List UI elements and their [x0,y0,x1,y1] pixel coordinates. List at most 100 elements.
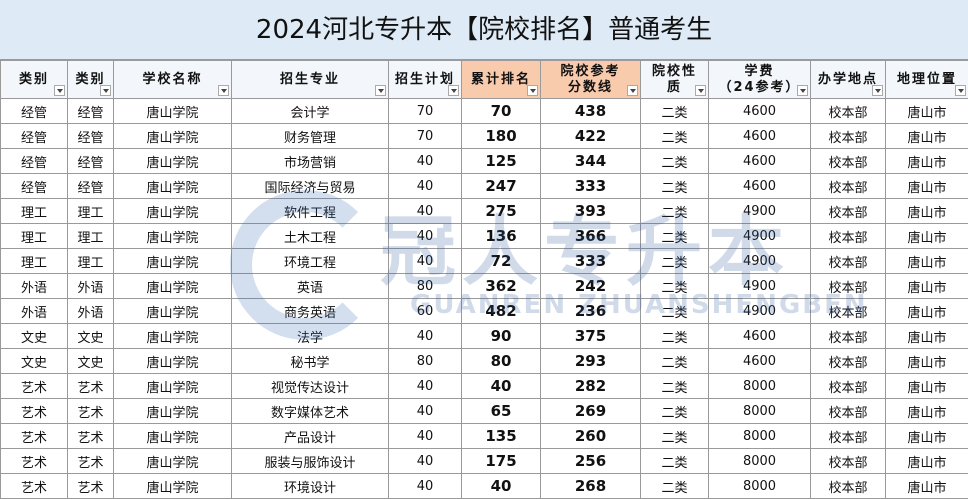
column-header: 院校性质 [640,60,709,99]
filter-button[interactable] [54,85,65,96]
cell: 二类 [640,348,709,374]
cell: 校本部 [810,273,886,299]
filter-button[interactable] [955,85,966,96]
cell: 校本部 [810,473,886,499]
cell: 二类 [640,248,709,274]
cell: 校本部 [810,248,886,274]
table-row: 理工 理工 唐山学院 软件工程 40 275 393 二类 4900 校本部 唐山市 [0,198,968,224]
cell: 90 [461,323,541,349]
cell: 40 [388,423,462,449]
cell: 唐山学院 [113,123,232,149]
cell: 125 [461,148,541,174]
filter-button[interactable] [375,85,386,96]
cell: 环境设计 [231,473,389,499]
header-text: 学费 [744,63,775,79]
cell: 外语 [67,273,114,299]
cell: 唐山学院 [113,348,232,374]
column-header: 累计排名 [461,60,541,99]
cell: 外语 [0,273,68,299]
cell: 268 [540,473,641,499]
filter-button[interactable] [797,85,808,96]
filter-button[interactable] [695,85,706,96]
header-text: 质 [666,79,682,95]
table-row: 理工 理工 唐山学院 土木工程 40 136 366 二类 4900 校本部 唐山市 [0,223,968,249]
column-header: 招生计划 [388,60,462,99]
header-row: 类别 类别 学校名称 招生专业 招生计划 累计排名 院校参考 分数线 院校性质学费 （24参考）办… [0,60,968,99]
cell: 40 [388,198,462,224]
cell: 会计学 [231,98,389,124]
column-header: 类别 [67,60,114,99]
cell: 唐山市 [885,373,968,399]
cell: 土木工程 [231,223,389,249]
table-row: 外语 外语 唐山学院 商务英语 60 482 236 二类 4900 校本部 唐山市 [0,298,968,324]
cell: 282 [540,373,641,399]
filter-button[interactable] [218,85,229,96]
table-row: 文史 文史 唐山学院 法学 40 90 375 二类 4600 校本部 唐山市 [0,323,968,349]
cell: 40 [388,323,462,349]
cell: 二类 [640,198,709,224]
cell: 唐山市 [885,98,968,124]
cell: 英语 [231,273,389,299]
cell: 40 [388,223,462,249]
cell: 269 [540,398,641,424]
column-header: 院校参考 分数线 [540,60,641,99]
header-text: 地理位置 [896,71,957,87]
cell: 唐山市 [885,323,968,349]
header-text: 类别 [18,71,49,87]
header-text: 分数线 [567,79,613,95]
cell: 唐山市 [885,248,968,274]
cell: 理工 [67,248,114,274]
cell: 市场营销 [231,148,389,174]
cell: 数字媒体艺术 [231,398,389,424]
cell: 唐山市 [885,148,968,174]
cell: 393 [540,198,641,224]
table-row: 艺术 艺术 唐山学院 产品设计 40 135 260 二类 8000 校本部 唐山市 [0,423,968,449]
cell: 校本部 [810,173,886,199]
cell: 333 [540,173,641,199]
column-header: 办学地点 [810,60,886,99]
cell: 40 [461,373,541,399]
cell: 文史 [0,348,68,374]
cell: 4900 [708,248,811,274]
header-text: 办学地点 [817,71,878,87]
cell: 二类 [640,273,709,299]
cell: 唐山学院 [113,98,232,124]
cell: 422 [540,123,641,149]
cell: 4600 [708,98,811,124]
cell: 180 [461,123,541,149]
cell: 艺术 [0,373,68,399]
cell: 秘书学 [231,348,389,374]
cell: 唐山学院 [113,173,232,199]
table-row: 艺术 艺术 唐山学院 数字媒体艺术 40 65 269 二类 8000 校本部 唐山市 [0,398,968,424]
cell: 校本部 [810,373,886,399]
cell: 校本部 [810,323,886,349]
header-text: 院校性 [651,63,697,79]
cell: 唐山市 [885,473,968,499]
cell: 80 [388,273,462,299]
cell: 70 [388,123,462,149]
cell: 40 [388,248,462,274]
cell: 482 [461,298,541,324]
filter-button[interactable] [100,85,111,96]
cell: 4600 [708,348,811,374]
cell: 438 [540,98,641,124]
cell: 文史 [67,348,114,374]
cell: 65 [461,398,541,424]
cell: 8000 [708,398,811,424]
cell: 外语 [0,298,68,324]
cell: 4900 [708,198,811,224]
filter-button[interactable] [872,85,883,96]
cell: 40 [388,448,462,474]
filter-button[interactable] [627,85,638,96]
filter-button[interactable] [448,85,459,96]
cell: 唐山市 [885,398,968,424]
cell: 二类 [640,223,709,249]
cell: 唐山学院 [113,398,232,424]
cell: 8000 [708,448,811,474]
cell: 4600 [708,173,811,199]
cell: 服装与服饰设计 [231,448,389,474]
cell: 362 [461,273,541,299]
filter-button[interactable] [527,85,538,96]
cell: 40 [388,148,462,174]
table-row: 经管 经管 唐山学院 市场营销 40 125 344 二类 4600 校本部 唐山市 [0,148,968,174]
